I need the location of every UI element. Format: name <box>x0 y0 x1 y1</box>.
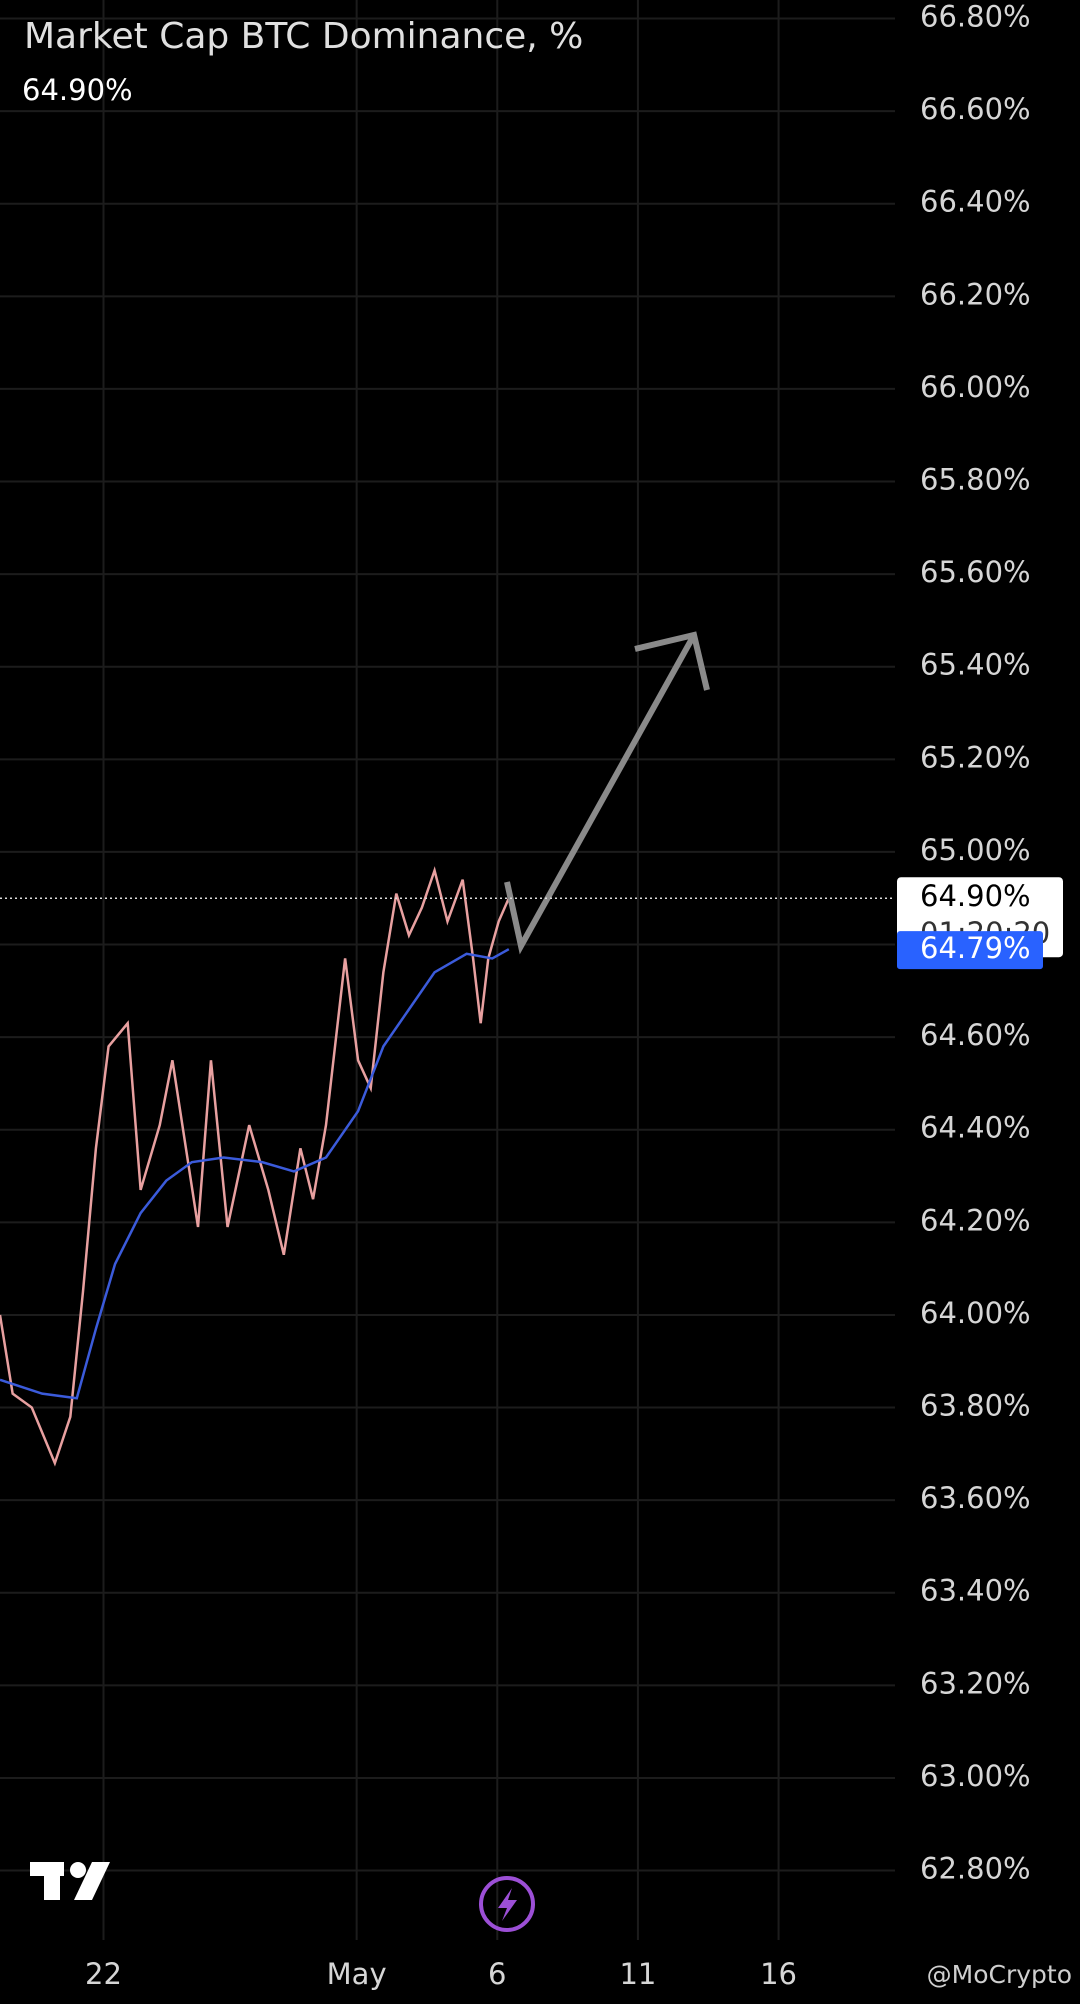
y-tick-label: 64.60% <box>920 1018 1031 1052</box>
y-tick-label: 63.60% <box>920 1481 1031 1515</box>
x-tick-label: 22 <box>85 1957 122 1991</box>
y-tick-label: 66.00% <box>920 370 1031 404</box>
y-tick-label: 66.20% <box>920 277 1031 311</box>
y-tick-label: 65.20% <box>920 740 1031 774</box>
lightning-icon[interactable] <box>479 1876 535 1932</box>
watermark: @MoCrypto <box>927 1960 1072 1989</box>
series-line <box>0 866 510 1467</box>
y-tick-label: 65.00% <box>920 833 1031 867</box>
plot <box>0 866 510 1467</box>
arrow-head <box>634 631 710 691</box>
grid <box>0 0 895 1940</box>
tradingview-logo <box>30 1862 110 1900</box>
ma-price-box <box>897 931 1043 970</box>
current-price-label: 64.90% <box>920 879 1031 913</box>
y-tick-label: 63.00% <box>920 1759 1031 1793</box>
y-tick-label: 63.40% <box>920 1574 1031 1608</box>
x-tick-label: 6 <box>488 1957 506 1991</box>
x-tick-label: May <box>327 1957 387 1991</box>
y-tick-label: 65.60% <box>920 555 1031 589</box>
chart-title: Market Cap BTC Dominance, % <box>24 16 583 57</box>
arrow-annotation <box>504 633 697 955</box>
y-tick-label: 65.40% <box>920 648 1031 682</box>
y-tick-label: 64.20% <box>920 1203 1031 1237</box>
x-tick-label: 16 <box>760 1957 797 1991</box>
y-tick-label: 65.80% <box>920 463 1031 497</box>
y-tick-label: 62.80% <box>920 1852 1031 1886</box>
y-tick-label: 66.40% <box>920 185 1031 219</box>
last-value: 64.90% <box>22 73 133 107</box>
ma-price-label: 64.79% <box>920 931 1031 965</box>
y-tick-label: 64.40% <box>920 1111 1031 1145</box>
x-tick-label: 11 <box>619 1957 656 1991</box>
y-tick-label: 63.20% <box>920 1666 1031 1700</box>
y-tick-label: 64.00% <box>920 1296 1031 1330</box>
y-tick-label: 63.80% <box>920 1389 1031 1423</box>
series-line <box>0 948 510 1400</box>
y-tick-label: 66.60% <box>920 92 1031 126</box>
y-tick-label: 66.80% <box>920 0 1031 34</box>
